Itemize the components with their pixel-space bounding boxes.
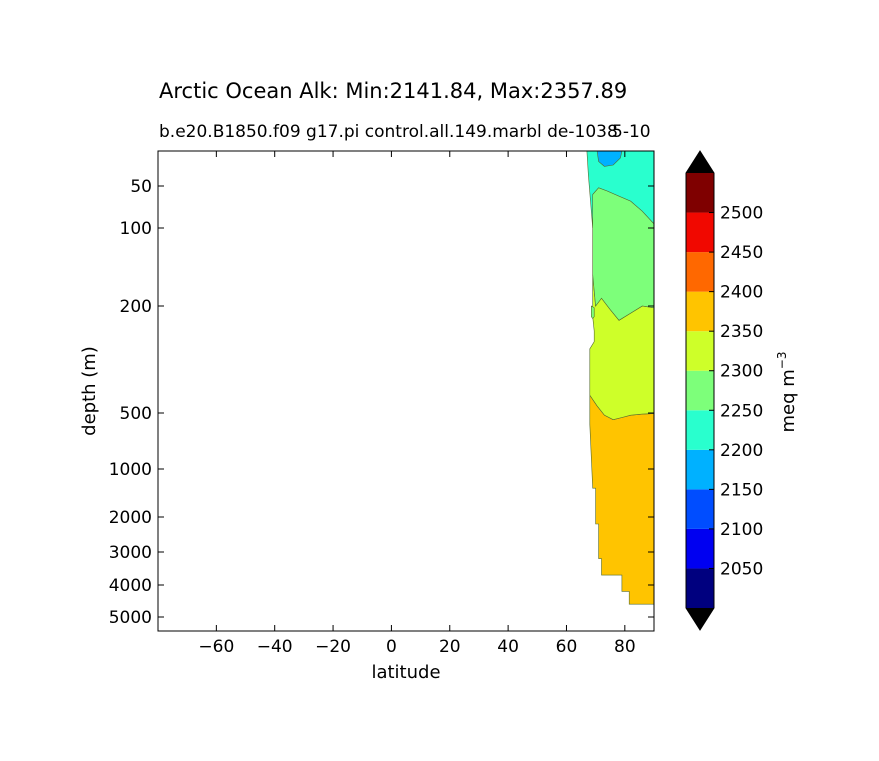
- x-tick-label: 20: [439, 637, 461, 657]
- colorbar-segment: [686, 370, 714, 411]
- y-tick-label: 200: [120, 297, 152, 317]
- contour-plot: [586, 150, 655, 605]
- y-tick-label: 1000: [109, 460, 152, 480]
- colorbar-tick-label: 2100: [720, 520, 763, 540]
- colorbar-segment: [686, 212, 714, 253]
- colorbar-segment: [686, 173, 714, 213]
- colorbar-segment: [686, 291, 714, 332]
- colorbar: 2050 2100 2150 2200 2250 2300 2350 2400 2450 2500: [685, 150, 763, 631]
- region-2250-2300-west-edge: [591, 305, 595, 319]
- x-axis: −60 −40 −20 0 20 40 60 80: [198, 151, 636, 657]
- colorbar-tick-label: 2200: [720, 441, 763, 461]
- x-tick-label: 0: [386, 637, 397, 657]
- colorbar-segment: [686, 449, 714, 490]
- y-tick-label: 2000: [109, 508, 152, 528]
- colorbar-segment: [686, 568, 714, 608]
- y-tick-label: 4000: [109, 576, 152, 596]
- x-axis-label: latitude: [371, 662, 440, 683]
- colorbar-extend-min: [686, 608, 714, 630]
- colorbar-segment: [686, 410, 714, 450]
- y-axis-label: depth (m): [79, 346, 100, 436]
- colorbar-label-text: meq m: [778, 369, 799, 432]
- y-axis: 50 100 200 500 1000 2000 3000 4000 5000: [109, 177, 654, 628]
- y-tick-label: 3000: [109, 543, 152, 563]
- x-tick-label: 40: [497, 637, 519, 657]
- colorbar-tick-label: 2400: [720, 283, 763, 303]
- colorbar-extend-max: [686, 151, 714, 173]
- colorbar-segment: [686, 528, 714, 569]
- colorbar-tick-label: 2300: [720, 362, 763, 382]
- colorbar-segment: [686, 489, 714, 529]
- colorbar-outline: [685, 150, 715, 631]
- plot-frame: [157, 150, 655, 632]
- colorbar-tick-label: 2450: [720, 243, 763, 263]
- chart-subtitle-overlay: 5-10: [612, 122, 651, 142]
- x-tick-label: −60: [198, 637, 234, 657]
- x-tick-label: 80: [614, 637, 636, 657]
- chart-subtitle: b.e20.B1850.f09 g17.pi control.all.149.m…: [159, 122, 618, 142]
- colorbar-tick-label: 2500: [720, 204, 763, 224]
- colorbar-segment: [686, 252, 714, 292]
- x-tick-label: −40: [257, 637, 293, 657]
- colorbar-label: meq m−3: [775, 352, 799, 433]
- chart-title: Arctic Ocean Alk: Min:2141.84, Max:2357.…: [159, 79, 627, 103]
- region-2350-2400: [589, 394, 655, 605]
- colorbar-tick-label: 2350: [720, 322, 763, 342]
- y-tick-label: 50: [130, 177, 152, 197]
- colorbar-segment: [686, 331, 714, 371]
- colorbar-tick-label: 2050: [720, 559, 763, 579]
- colorbar-label-exponent: −3: [775, 352, 789, 370]
- x-tick-label: 60: [556, 637, 578, 657]
- y-tick-label: 100: [120, 219, 152, 239]
- x-tick-label: −20: [315, 637, 351, 657]
- colorbar-tick-label: 2150: [720, 480, 763, 500]
- colorbar-tick-label: 2250: [720, 401, 763, 421]
- y-tick-label: 5000: [109, 608, 152, 628]
- y-tick-label: 500: [120, 404, 152, 424]
